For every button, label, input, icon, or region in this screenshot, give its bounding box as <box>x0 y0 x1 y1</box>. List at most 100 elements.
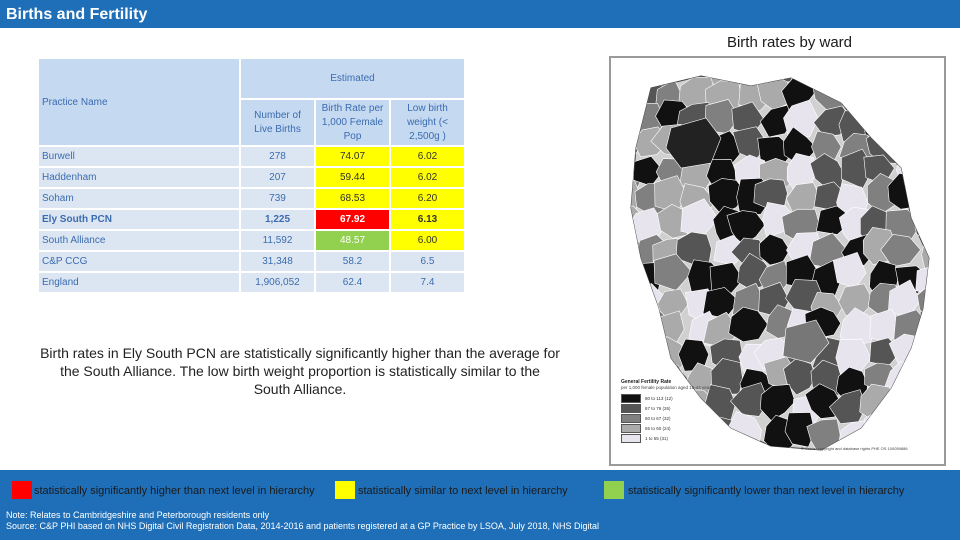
ward-region <box>738 76 771 79</box>
ward-region <box>759 104 793 138</box>
ward-region <box>838 76 870 91</box>
legend-item: 60 to 67 (32) <box>621 413 741 423</box>
legend-title: General Fertility Rate <box>621 379 672 385</box>
ward-region <box>895 76 926 87</box>
birth-rate-cell: 59.44 <box>316 168 389 187</box>
note-text: Note: Relates to Cambridgeshire and Pete… <box>6 510 270 520</box>
ward-region <box>860 76 895 111</box>
ward-region <box>921 76 929 81</box>
ward-region <box>914 107 929 142</box>
footer-bar: statistically significantly higher than … <box>0 470 960 540</box>
key-yellow-label: statistically similar to next level in h… <box>358 485 568 497</box>
ward-map: General Fertility Rate per 1,000 female … <box>609 56 946 466</box>
legend-swatch <box>621 423 641 433</box>
ward-region <box>920 130 929 168</box>
ward-region <box>892 385 929 418</box>
practice-name-cell: Haddenham <box>39 168 239 187</box>
ward-region <box>728 306 769 343</box>
ward-region <box>889 98 921 133</box>
live-births-cell: 1,906,052 <box>241 273 314 292</box>
table-row: C&P CCG 31,348 58.2 6.5 <box>39 252 464 271</box>
source-text: Source: C&P PHI based on NHS Digital Civ… <box>6 521 599 531</box>
key-red-swatch <box>12 481 32 499</box>
ward-region <box>783 358 817 396</box>
ward-region <box>631 76 639 109</box>
birth-rate-cell: 74.07 <box>316 147 389 166</box>
table-row: Ely South PCN 1,225 67.92 6.13 <box>39 210 464 229</box>
city-outline-cambridge <box>782 319 830 364</box>
page-title: Births and Fertility <box>6 6 148 23</box>
ward-region <box>653 253 693 291</box>
live-births-cell: 1,225 <box>241 210 314 229</box>
ward-region <box>759 384 796 422</box>
ward-region <box>839 307 877 347</box>
practice-name-cell: C&P CCG <box>39 252 239 271</box>
live-births-cell: 207 <box>241 168 314 187</box>
table-row: England 1,906,052 62.4 7.4 <box>39 273 464 292</box>
city-outline-peterborough <box>665 117 722 169</box>
live-births-cell: 739 <box>241 189 314 208</box>
birth-rate-cell: 62.4 <box>316 273 389 292</box>
ward-region <box>631 265 640 299</box>
ward-region <box>631 76 638 86</box>
ward-region <box>921 315 929 348</box>
ward-region <box>915 418 929 450</box>
legend-items: 80 to 113 (12) 67 to 76 (26) 60 to 67 (32)… <box>621 393 741 443</box>
ward-region <box>844 77 875 113</box>
legend-subtitle: per 1,000 female population aged 15-44 y… <box>621 385 714 390</box>
key-green-label: statistically significantly lower than n… <box>628 485 905 497</box>
header-low-birth-weight: Low birth weight (< 2,500g ) <box>391 100 464 145</box>
ward-region <box>915 265 929 295</box>
table-row: Soham 739 68.53 6.20 <box>39 189 464 208</box>
ward-region <box>861 102 896 137</box>
ward-region <box>631 76 666 84</box>
ward-region <box>868 76 901 88</box>
footer-notes: Note: Relates to Cambridgeshire and Pete… <box>6 510 599 532</box>
low-birth-weight-cell: 6.13 <box>391 210 464 229</box>
birth-rate-cell: 58.2 <box>316 252 389 271</box>
ward-region <box>916 386 929 422</box>
table-row: Burwell 278 74.07 6.02 <box>39 147 464 166</box>
legend-label: 55 to 60 (24) <box>645 425 671 431</box>
ward-region <box>784 412 816 448</box>
key-yellow-swatch <box>335 481 355 499</box>
legend-item: 1 to 55 (31) <box>621 433 741 443</box>
header-estimated: Estimated <box>241 59 464 98</box>
low-birth-weight-cell: 7.4 <box>391 273 464 292</box>
practice-name-cell: South Alliance <box>39 231 239 250</box>
ward-region <box>892 127 928 165</box>
legend-swatch <box>621 393 641 403</box>
practice-name-cell: Burwell <box>39 147 239 166</box>
legend-item: 80 to 113 (12) <box>621 393 741 403</box>
ward-region <box>911 156 929 190</box>
ward-region <box>680 198 719 237</box>
low-birth-weight-cell: 6.02 <box>391 168 464 187</box>
ward-region <box>631 335 660 370</box>
practice-name-cell: Soham <box>39 189 239 208</box>
practice-table: Practice Name Estimated Number of Live B… <box>37 57 466 294</box>
ward-region <box>726 210 766 247</box>
birth-rate-cell: 67.92 <box>316 210 389 229</box>
ward-region <box>880 233 921 268</box>
birth-rate-cell: 48.57 <box>316 231 389 250</box>
ward-region <box>916 183 929 216</box>
ward-region <box>912 364 929 398</box>
summary-text: Birth rates in Ely South PCN are statist… <box>40 345 560 397</box>
ward-region <box>631 338 641 372</box>
ward-region <box>631 106 640 141</box>
legend-item: 55 to 60 (24) <box>621 423 741 433</box>
ward-region <box>887 76 918 113</box>
legend-item: 67 to 76 (26) <box>621 403 741 413</box>
low-birth-weight-cell: 6.02 <box>391 147 464 166</box>
legend-label: 60 to 67 (32) <box>645 415 671 421</box>
legend-label: 80 to 113 (12) <box>645 395 673 401</box>
ward-region <box>709 262 744 294</box>
practice-name-cell: England <box>39 273 239 292</box>
ward-region <box>783 99 819 138</box>
header-birth-rate: Birth Rate per 1,000 Female Pop <box>316 100 389 145</box>
map-credit: © Crown copyright and database rights PH… <box>801 446 908 451</box>
key-green-swatch <box>604 481 624 499</box>
ward-region <box>707 178 748 215</box>
ward-region <box>649 76 692 81</box>
legend-swatch <box>621 403 641 413</box>
